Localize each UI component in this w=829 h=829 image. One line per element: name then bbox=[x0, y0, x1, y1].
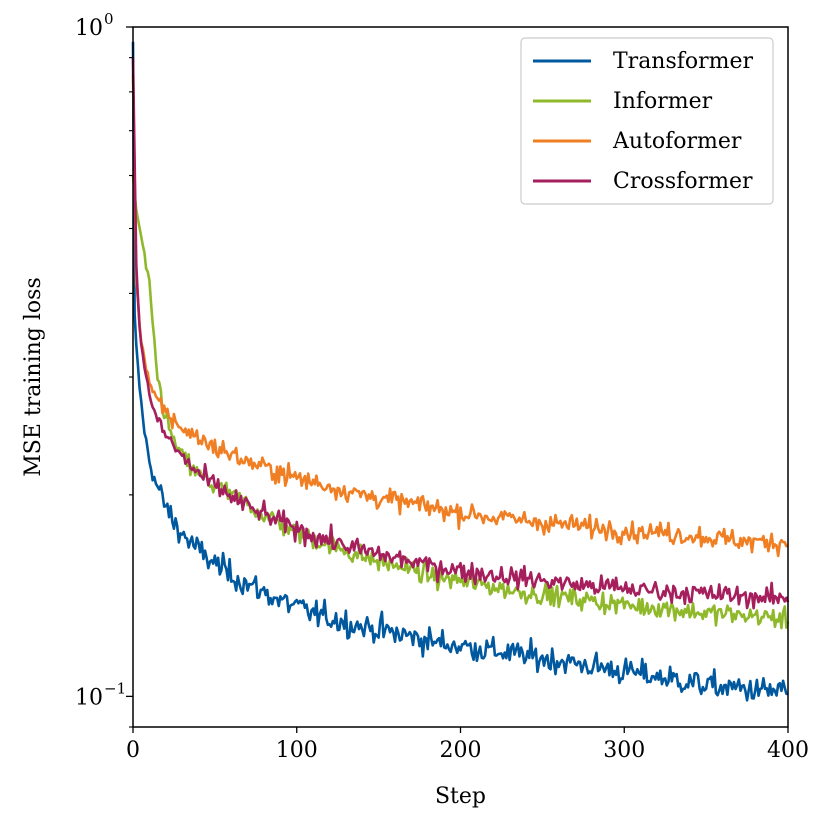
series-line-informer bbox=[131, 175, 790, 630]
series-line-autoformer bbox=[131, 74, 789, 558]
legend-label-transformer: Transformer bbox=[613, 49, 754, 74]
series-line-transformer bbox=[131, 41, 789, 702]
legend-label-autoformer: Autoformer bbox=[612, 129, 742, 154]
x-tick-label: 200 bbox=[440, 738, 482, 763]
x-tick-label: 400 bbox=[767, 738, 809, 763]
x-axis: 0 100 200 300 400 bbox=[126, 727, 809, 763]
x-tick-label: 300 bbox=[603, 738, 645, 763]
x-axis-label: Step bbox=[435, 784, 486, 809]
y-tick-label: 10 bbox=[75, 16, 103, 41]
series-line-crossformer bbox=[131, 57, 790, 610]
plot-lines bbox=[131, 41, 790, 702]
legend-box bbox=[520, 37, 774, 205]
legend-label-informer: Informer bbox=[613, 89, 713, 114]
legend-label-crossformer: Crossformer bbox=[613, 169, 753, 194]
y-tick-exponent: 0 bbox=[104, 10, 114, 28]
y-tick-label: 10 bbox=[75, 685, 103, 710]
y-axis-label: MSE training loss bbox=[21, 277, 46, 476]
legend: Transformer Informer Autoformer Crossformer bbox=[520, 37, 774, 205]
x-tick-label: 100 bbox=[276, 738, 318, 763]
x-tick-label: 0 bbox=[126, 738, 140, 763]
y-tick-exponent: −1 bbox=[104, 679, 126, 697]
